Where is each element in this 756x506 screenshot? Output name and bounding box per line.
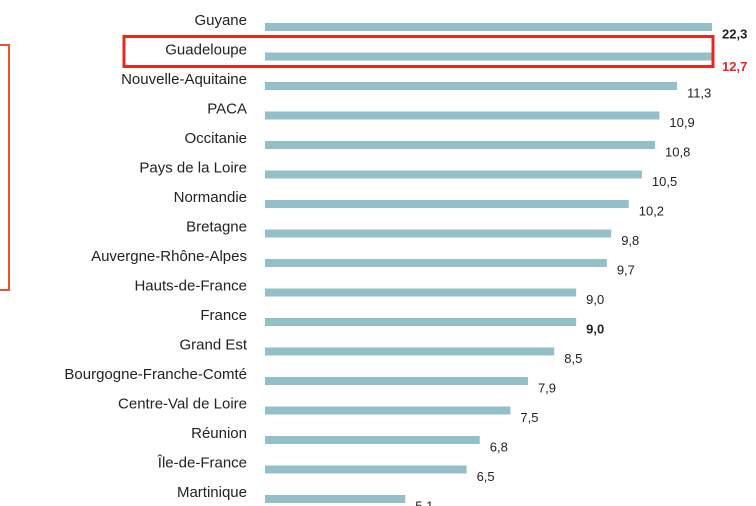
- value-label: 5.1: [415, 498, 433, 506]
- value-label: 9,0: [586, 321, 604, 336]
- value-label: 10,9: [669, 115, 694, 130]
- side-bracket: [0, 44, 10, 291]
- bar: [265, 495, 406, 503]
- value-label: 7,5: [520, 410, 538, 425]
- bar: [265, 347, 555, 356]
- category-label: Occitanie: [184, 130, 247, 147]
- bar: [265, 23, 712, 31]
- bar: [265, 52, 712, 61]
- category-label: Guyane: [194, 12, 247, 29]
- bar: [265, 318, 577, 326]
- bar: [265, 170, 642, 179]
- category-label: Île-de-France: [157, 454, 247, 471]
- category-label: Pays de la Loire: [139, 159, 247, 176]
- category-label: France: [200, 307, 247, 324]
- value-label: 6,5: [477, 469, 495, 484]
- value-label: 6,8: [490, 439, 508, 454]
- bar: [265, 288, 577, 297]
- category-label: Martinique: [177, 484, 247, 501]
- category-label: Bretagne: [186, 218, 247, 235]
- category-label: PACA: [207, 100, 247, 117]
- value-label: 10,5: [652, 174, 677, 189]
- bar: [265, 436, 480, 444]
- value-label: 12,7: [722, 59, 747, 74]
- value-label: 22,3: [722, 26, 747, 41]
- bar: [265, 406, 511, 415]
- bar: [265, 200, 629, 208]
- highlight-box: [122, 35, 715, 68]
- value-label: 10,8: [665, 144, 690, 159]
- category-label: Normandie: [174, 189, 247, 206]
- category-label: Centre-Val de Loire: [118, 395, 247, 412]
- category-label: Bourgogne-Franche-Comté: [64, 366, 247, 383]
- category-label: Réunion: [191, 425, 247, 442]
- value-label: 10,2: [639, 203, 664, 218]
- bar: [265, 82, 677, 90]
- category-label: Auvergne-Rhône-Alpes: [91, 248, 247, 265]
- value-label: 9,0: [586, 292, 604, 307]
- value-label: 9,8: [621, 233, 639, 248]
- bar: [265, 141, 656, 149]
- category-label: Guadeloupe: [165, 41, 247, 58]
- category-label: Hauts-de-France: [134, 277, 247, 294]
- value-label: 11,3: [687, 85, 711, 100]
- category-label: Nouvelle-Aquitaine: [121, 71, 247, 88]
- bar: [265, 229, 612, 238]
- bars: [265, 23, 712, 503]
- category-label: Grand Est: [179, 336, 247, 353]
- bar: [265, 465, 467, 474]
- value-label: 8,5: [564, 351, 582, 366]
- value-label: 9,7: [617, 262, 635, 277]
- bar: [265, 377, 528, 385]
- bar: [265, 259, 607, 267]
- bar: [265, 111, 660, 120]
- value-label: 7,9: [538, 380, 556, 395]
